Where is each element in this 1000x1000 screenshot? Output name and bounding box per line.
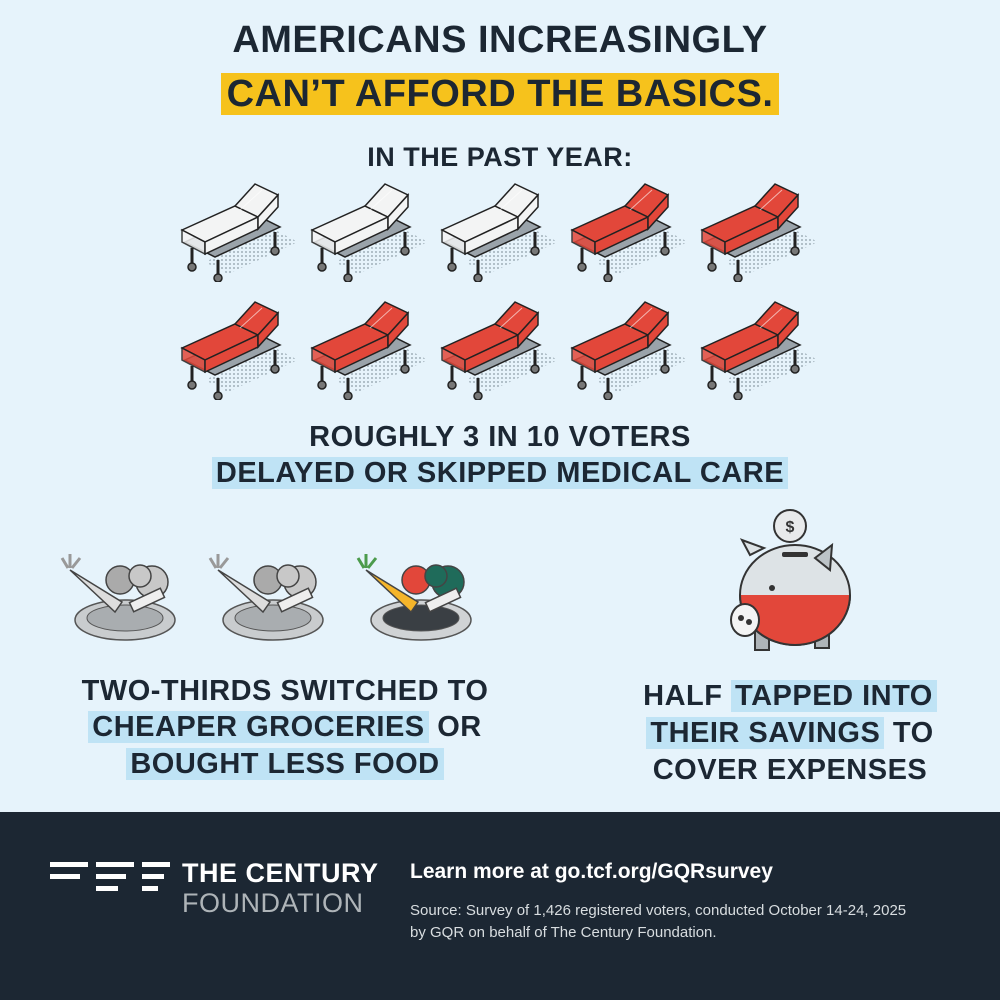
groceries-caption: CHEAPER GROCERIES OR — [0, 708, 570, 746]
medical-caption: DELAYED OR SKIPPED MEDICAL CARE — [0, 454, 1000, 492]
bed-icon — [700, 300, 820, 400]
savings-caption: COVER EXPENSES — [652, 754, 928, 786]
title-highlight: CAN’T AFFORD THE BASICS. — [220, 73, 780, 115]
text: HALF — [643, 680, 723, 712]
logo-text: THE CENTURY — [182, 858, 379, 888]
piggy-bank: $ — [730, 509, 851, 651]
highlight: DELAYED OR SKIPPED MEDICAL CARE — [211, 457, 789, 489]
text: TO — [892, 717, 934, 749]
text: OR — [437, 711, 482, 743]
highlight: CHEAPER GROCERIES — [88, 711, 429, 743]
bed-icon — [570, 300, 690, 400]
bed-icon — [180, 182, 300, 282]
link[interactable]: Learn more at go.tcf.org/GQRsurvey — [410, 860, 773, 883]
subtitle: IN THE PAST YEAR: — [367, 142, 633, 172]
bed-icon — [440, 182, 560, 282]
plate-icon — [356, 552, 473, 642]
savings-caption: THEIR SAVINGS TO — [590, 714, 990, 752]
plate-icon — [60, 552, 177, 642]
groceries-graphic — [60, 552, 473, 642]
bed-icon — [180, 300, 300, 400]
svg-text:$: $ — [786, 519, 795, 536]
bed-icon — [440, 300, 560, 400]
savings-caption: HALF TAPPED INTO — [590, 677, 990, 715]
bed-icon — [570, 182, 690, 282]
footer: THE CENTURY FOUNDATION Learn more at go.… — [0, 812, 1000, 1000]
highlight: BOUGHT LESS FOOD — [126, 748, 444, 780]
highlight: THEIR SAVINGS — [646, 717, 885, 749]
groceries-caption: TWO-THIRDS SWITCHED TO — [81, 675, 489, 707]
highlight: TAPPED INTO — [731, 680, 937, 712]
source: Source: Survey of 1,426 registered voter… — [410, 902, 907, 919]
bed-icon — [310, 300, 430, 400]
beds-graphic — [180, 182, 820, 400]
plate-icon — [208, 552, 325, 642]
groceries-caption: BOUGHT LESS FOOD — [0, 745, 570, 783]
medical-caption: ROUGHLY 3 IN 10 VOTERS — [309, 421, 691, 453]
title-line: AMERICANS INCREASINGLY — [232, 19, 768, 61]
source: by GQR on behalf of The Century Foundati… — [410, 924, 717, 941]
logo-text: FOUNDATION — [182, 888, 364, 918]
bed-icon — [700, 182, 820, 282]
title-line: CAN’T AFFORD THE BASICS. — [0, 72, 1000, 116]
logo-mark — [50, 862, 170, 891]
bed-icon — [310, 182, 430, 282]
